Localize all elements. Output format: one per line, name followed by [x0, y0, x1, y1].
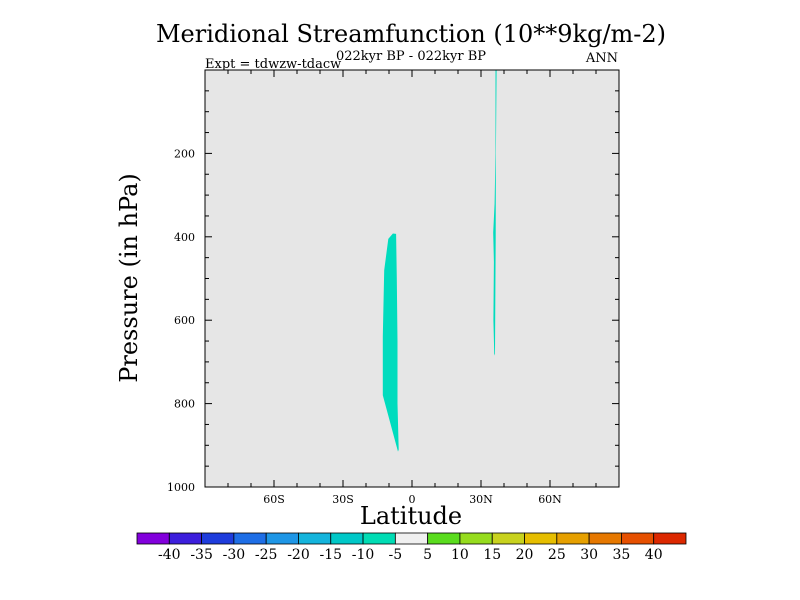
colorbar-label: -35 — [190, 547, 213, 563]
colorbar-swatch — [330, 532, 364, 545]
contour-region-2 — [493, 70, 497, 356]
chart-title: Meridional Streamfunction (10**9kg/m-2) — [156, 20, 666, 48]
colorbar-label: 15 — [483, 547, 501, 563]
colorbar-swatch — [588, 532, 622, 545]
colorbar-label: -30 — [223, 547, 246, 563]
colorbar-label: 25 — [548, 547, 566, 563]
colorbar-swatch — [556, 532, 590, 545]
x-axis-label: Latitude — [360, 502, 462, 530]
colorbar-label: -5 — [389, 547, 403, 563]
plot-area-background — [205, 70, 619, 487]
colorbar-swatch — [524, 532, 558, 545]
y-tick-label: 600 — [174, 314, 195, 327]
x-tick-label: 30S — [332, 493, 354, 506]
colorbar-swatch — [427, 532, 461, 545]
x-tick-label: 0 — [409, 493, 416, 506]
colorbar-swatch — [394, 532, 429, 545]
plot-frame — [204, 69, 620, 488]
x-tick-label: 60S — [263, 493, 285, 506]
colorbar-label: 35 — [612, 547, 630, 563]
colorbar-swatch — [491, 532, 525, 545]
experiment-label: Expt = tdwzw-tdacw — [205, 57, 341, 72]
y-tick-label: 400 — [174, 231, 195, 244]
y-axis-label: Pressure (in hPa) — [115, 173, 143, 383]
colorbar-label: 5 — [423, 547, 432, 563]
colorbar-label: -40 — [158, 547, 181, 563]
colorbar-swatch — [459, 532, 493, 545]
colorbar-swatch — [201, 532, 235, 545]
y-tick-label: 200 — [174, 147, 195, 160]
colorbar-label: 40 — [645, 547, 663, 563]
colorbar-label: 20 — [516, 547, 534, 563]
y-tick-label: 1000 — [167, 481, 195, 494]
colorbar-swatch — [653, 532, 687, 545]
y-tick-label: 800 — [174, 398, 195, 411]
x-tick-label: 60N — [538, 493, 562, 506]
contour-region-1 — [382, 233, 399, 452]
colorbar-swatch — [362, 532, 396, 545]
colorbar: -40 -35 -30 -25 -20 -15 -10 -5 5 10 15 20 25 30 35 40 — [136, 532, 687, 563]
colorbar-swatch — [136, 532, 170, 545]
colorbar-label: 30 — [580, 547, 598, 563]
x-tick-label: 30N — [469, 493, 493, 506]
colorbar-label: 10 — [451, 547, 469, 563]
season-label: ANN — [585, 51, 618, 66]
colorbar-swatch — [168, 532, 202, 545]
colorbar-swatch — [233, 532, 267, 545]
colorbar-label: -25 — [255, 547, 278, 563]
chart-subtitle: 022kyr BP - 022kyr BP — [336, 49, 486, 64]
axis-ticks: 60S 30S 0 30N 60N 200 400 600 800 1000 — [167, 70, 619, 506]
colorbar-label: -10 — [352, 547, 375, 563]
contour-regions — [382, 70, 497, 452]
colorbar-label: -20 — [287, 547, 310, 563]
colorbar-label: -15 — [319, 547, 342, 563]
colorbar-swatch — [298, 532, 332, 545]
colorbar-swatch — [621, 532, 655, 545]
colorbar-swatch — [265, 532, 299, 545]
